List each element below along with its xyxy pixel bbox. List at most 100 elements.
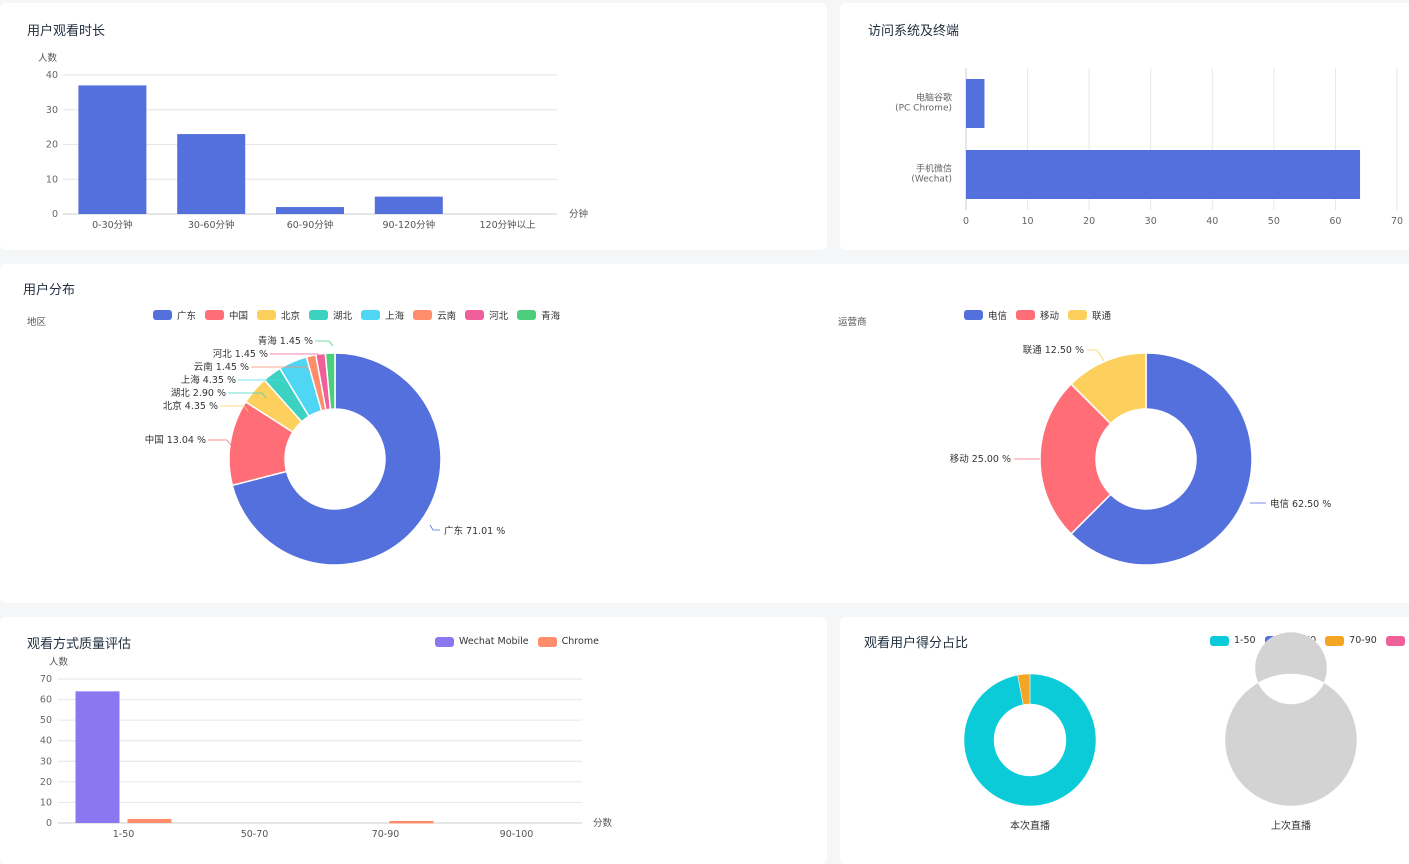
y-tick-label: 0 <box>52 209 58 220</box>
x-tick-label: 60-90分钟 <box>287 219 334 231</box>
pie-slice <box>1039 382 1112 536</box>
legend-swatch <box>435 636 454 647</box>
legend-item[interactable]: 移动 <box>1016 308 1059 322</box>
legend-swatch <box>257 310 277 320</box>
y-tick-label: 手机微信 <box>916 163 952 175</box>
x-tick-label: 120分钟以上 <box>480 219 537 231</box>
legend-item[interactable]: 联通 <box>1068 308 1111 322</box>
x-tick-label: 1-50 <box>113 829 135 840</box>
system-terminal-card: 访问系统及终端 0 10 20 30 40 50 60 70 电脑谷歌 (PC Chrome) 手机… <box>840 3 1409 250</box>
x-tick-label: 90-100 <box>500 829 534 840</box>
legend-swatch <box>1385 635 1405 646</box>
legend-swatch <box>205 310 225 320</box>
legend-item[interactable]: 1-50 <box>1210 635 1256 646</box>
y-tick-label: 电脑谷歌 <box>916 92 952 104</box>
legend-item[interactable]: 9 <box>1385 635 1409 646</box>
legend-item[interactable]: Chrome <box>537 636 599 647</box>
watch-duration-chart: 人数 0 10 20 30 40 0-30分钟 30-60分钟 60-90分钟 90-120分钟 1… <box>38 52 588 231</box>
pie-slice <box>1224 631 1358 807</box>
legend-label: 广东 <box>177 311 197 322</box>
legend-label: Chrome <box>561 636 599 647</box>
leader-line <box>315 340 334 347</box>
legend-item[interactable]: 湖北 <box>309 308 352 322</box>
legend-item[interactable]: 上海 <box>361 308 404 322</box>
bar <box>177 134 246 214</box>
pie-slice-label: 湖北 2.90 % <box>171 388 226 399</box>
legend-label: 70-90 <box>1349 635 1377 646</box>
legend-item[interactable]: 中国 <box>205 308 248 322</box>
pie-slice-label: 中国 13.04 % <box>145 434 206 446</box>
user-distribution-card: 用户分布 地区 广东 中国 北京 湖北 上海 云南 河北 青海 运营商 电信 移动 联通 广东 7… <box>0 264 1409 603</box>
pie-label: 本次直播 <box>1010 819 1050 832</box>
legend-swatch <box>413 310 433 320</box>
legend-item[interactable]: 河北 <box>465 308 508 322</box>
pie-slice-label: 北京 4.35 % <box>163 400 218 412</box>
pie-slice-label: 河北 1.45 % <box>213 348 268 360</box>
user-distribution-title: 用户分布 <box>23 283 76 298</box>
carrier-label: 运营商 <box>838 317 867 328</box>
leader-line <box>1087 349 1105 362</box>
legend-item[interactable]: 电信 <box>964 308 1007 322</box>
legend-item[interactable]: 70-90 <box>1325 635 1377 646</box>
legend-item[interactable]: 青海 <box>517 308 560 322</box>
x-tick-label: 20 <box>1083 216 1095 227</box>
score-ratio-charts: 本次直播 上次直播 <box>963 631 1358 832</box>
watch-duration-title: 用户观看时长 <box>27 24 106 39</box>
x-tick-label: 30-60分钟 <box>188 219 235 231</box>
y-tick-label: 60 <box>40 695 52 706</box>
legend-swatch <box>1325 635 1345 646</box>
legend-item[interactable]: 云南 <box>413 308 456 322</box>
legend-item[interactable]: Wechat Mobile <box>435 636 529 647</box>
carrier-legend: 电信 移动 联通 <box>964 308 1120 322</box>
legend-swatch <box>964 310 983 320</box>
user-distribution-charts: 广东 71.01 % 中国 13.04 % 北京 4.35 %湖北 2.90 % 上海… <box>145 335 1331 566</box>
legend-swatch <box>537 636 557 647</box>
legend-label: Wechat Mobile <box>459 636 529 647</box>
quality-legend: Wechat Mobile Chrome <box>435 636 608 647</box>
bar <box>374 196 443 214</box>
y-tick-label: 30 <box>46 105 58 116</box>
region-label: 地区 <box>27 317 47 328</box>
legend-swatch <box>517 310 537 320</box>
bar <box>389 820 434 824</box>
legend-swatch <box>309 310 329 320</box>
watch-duration-card: 用户观看时长 人数 0 10 20 30 40 0-30分钟 30-60分钟 60-90分钟 90… <box>0 3 827 250</box>
bar <box>75 691 120 823</box>
system-terminal-title: 访问系统及终端 <box>868 24 960 39</box>
y-tick-label: 70 <box>40 674 52 685</box>
x-tick-label: 70-90 <box>372 829 400 840</box>
legend-label: 1-50 <box>1234 635 1256 646</box>
system-terminal-chart: 0 10 20 30 40 50 60 70 电脑谷歌(PC Chrome) 手机微信(Wecha… <box>895 68 1403 227</box>
legend-label: 青海 <box>541 311 561 322</box>
pie-slice-label: 移动 25.00 % <box>950 453 1011 465</box>
pie-label: 上次直播 <box>1271 819 1311 832</box>
score-ratio-title: 观看用户得分占比 <box>864 636 969 651</box>
legend-swatch <box>1068 310 1088 320</box>
pie-slice-label: 广东 71.01 % <box>444 525 505 537</box>
x-tick-label: 10 <box>1022 216 1034 227</box>
leader-line <box>251 366 311 373</box>
pie-slice <box>963 673 1097 807</box>
pie-slice-label: 上海 4.35 % <box>181 374 236 386</box>
bar <box>127 818 172 823</box>
pie-slice <box>231 352 442 566</box>
legend-label: 移动 <box>1040 311 1060 322</box>
x-tick-label: 70 <box>1391 216 1403 227</box>
x-tick-label: 90-120分钟 <box>382 219 435 231</box>
legend-label: 中国 <box>229 311 249 322</box>
bar <box>276 207 344 214</box>
x-tick-label: 0 <box>963 216 969 227</box>
x-axis-label: 分数 <box>593 817 613 829</box>
x-tick-label: 0-30分钟 <box>92 219 133 231</box>
y-tick-label: 50 <box>40 715 52 726</box>
x-tick-label: 40 <box>1206 216 1218 227</box>
legend-label: 云南 <box>437 311 457 322</box>
legend-item[interactable]: 北京 <box>257 308 300 322</box>
y-tick-label: 40 <box>46 70 58 81</box>
legend-item[interactable]: 广东 <box>153 308 196 322</box>
y-tick-label: (PC Chrome) <box>895 104 952 114</box>
pie-slice-label: 电信 62.50 % <box>1270 498 1331 510</box>
leader-line <box>208 439 232 446</box>
x-tick-label: 60 <box>1329 216 1341 227</box>
